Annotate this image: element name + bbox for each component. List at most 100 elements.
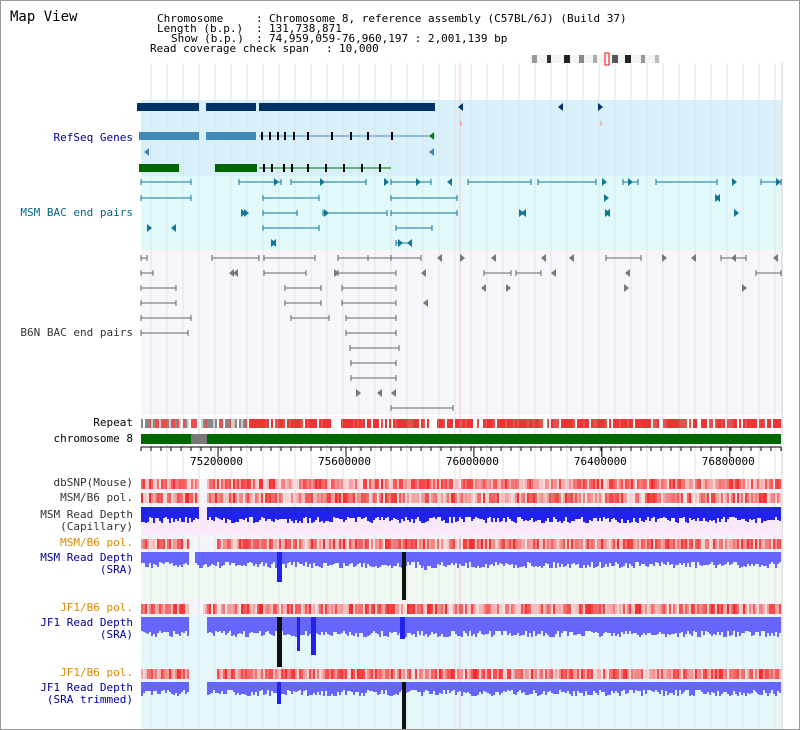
jf1-b6-pol2-cell [675,669,677,679]
jf1-b6-pol-cell [145,604,147,614]
repeat-block [447,419,449,428]
track-label-msm-bac[interactable]: MSM BAC end pairs [20,206,133,219]
msm-sra-depth-bar [389,552,391,565]
track-label-b6n-bac[interactable]: B6N BAC end pairs [20,326,133,339]
msm-b6-pol-cell [525,493,527,503]
msm-b6-pol-cell [583,493,585,503]
jf1-b6-pol2-cell [579,669,581,679]
dbsnp-density-cell [599,479,601,489]
msm-capillary-depth-bar [167,507,169,519]
jf1-sra-depth-bar [717,617,719,632]
jf1-b6-pol2-cell [323,669,325,679]
jf1-b6-pol2-cell [621,669,623,679]
msm-b6-pol-cell [535,493,537,503]
jf1-b6-pol2-cell [311,669,313,679]
msm-b6-pol2-cell [655,539,657,549]
jf1-b6-pol2-cell [623,669,625,679]
dbsnp-density-cell [745,479,747,489]
msm-b6-pol-cell [215,493,217,503]
msm-b6-pol2-cell [323,539,325,549]
msm-b6-pol2-cell [177,539,179,549]
repeat-block [569,419,571,428]
jf1-b6-pol-cell [425,604,427,614]
jf1-sra-depth-bar [557,617,559,631]
jf1-sra-depth-bar [169,617,171,636]
jf1-trimmed-depth-bar [425,682,427,690]
jf1-trimmed-depth-bar [631,682,633,690]
msm-sra-depth-bar [397,552,399,563]
refseq-exon [293,132,295,140]
msm-b6-pol-cell [251,493,253,503]
msm-bac-end [244,209,249,217]
msm-sra-depth-bar [275,552,277,568]
msm-capillary-depth-bar [751,507,753,520]
dbsnp-density-cell [209,479,211,489]
repeat-block [755,419,757,428]
refseq-exon [350,132,352,140]
msm-sra-depth-bar [225,552,227,562]
jf1-trimmed-depth-bar [627,682,629,693]
track-label-refseq[interactable]: RefSeq Genes [53,131,133,144]
repeat-block [459,419,461,428]
jf1-sra-depth-bar [693,617,695,631]
dbsnp-density-cell [311,479,313,489]
msm-b6-pol2-cell [255,539,257,549]
jf1-b6-pol-cell [681,604,683,614]
jf1-trimmed-depth-bar [663,682,665,696]
msm-sra-depth-bar [601,552,603,568]
msm-capillary-depth-bar [539,507,541,520]
jf1-b6-pol-cell [729,604,731,614]
jf1-trimmed-depth-bar [423,682,425,692]
dbsnp-density-cell [621,479,623,489]
jf1-b6-pol2-cell [599,669,601,679]
jf1-trimmed-depth-bar [173,682,175,695]
msm-b6-pol2-cell [345,539,347,549]
msm-b6-pol-cell [579,493,581,503]
msm-capillary-depth-bar [459,507,461,517]
msm-b6-pol2-cell [693,539,695,549]
jf1-trimmed-depth-bar [371,682,373,691]
jf1-trimmed-depth-bar [543,682,545,691]
msm-sra-depth-bar [155,552,157,565]
jf1-sra-depth-bar [371,617,373,633]
jf1-b6-pol-cell [651,604,653,614]
msm-b6-pol2-cell [319,539,321,549]
jf1-b6-pol-cell [531,604,533,614]
msm-b6-pol2-cell [745,539,747,549]
jf1-trimmed-depth-bar [373,682,375,692]
dbsnp-density-cell [573,479,575,489]
dbsnp-density-cell [615,479,617,489]
refseq-exon [307,132,309,140]
msm-capillary-depth-bar [209,507,211,517]
jf1-trimmed-depth-bar [455,682,457,695]
dbsnp-density-cell [349,479,351,489]
repeat-block [681,419,683,428]
msm-b6-pol2-cell [609,539,611,549]
msm-sra-depth-bar [557,552,559,563]
msm-b6-pol-cell [569,493,571,503]
msm-sra-depth-bar [213,552,215,565]
msm-b6-pol2-cell [263,539,265,549]
jf1-b6-pol-cell [773,604,775,614]
jf1-trimmed-depth-bar [363,682,365,696]
dbsnp-density-cell [769,479,771,489]
msm-sra-depth-bar [661,552,663,562]
msm-b6-pol-cell [167,493,169,503]
jf1-sra-depth-bar [523,617,525,635]
jf1-sra-depth-bar [329,617,331,635]
jf1-b6-pol-cell [235,604,237,614]
jf1-sra-depth-bar [749,617,751,632]
msm-sra-depth-bar [239,552,241,565]
dbsnp-density-cell [339,479,341,489]
repeat-block [649,419,651,428]
msm-b6-pol2-cell [651,539,653,549]
msm-b6-pol2-cell [571,539,573,549]
msm-sra-depth-bar [387,552,389,566]
msm-b6-pol-cell [597,493,599,503]
jf1-sra-depth-bar [765,617,767,637]
dbsnp-density-cell [299,479,301,489]
jf1-b6-pol2-cell [415,669,417,679]
jf1-b6-pol2-cell [357,669,359,679]
msm-capillary-depth-bar [389,507,391,521]
